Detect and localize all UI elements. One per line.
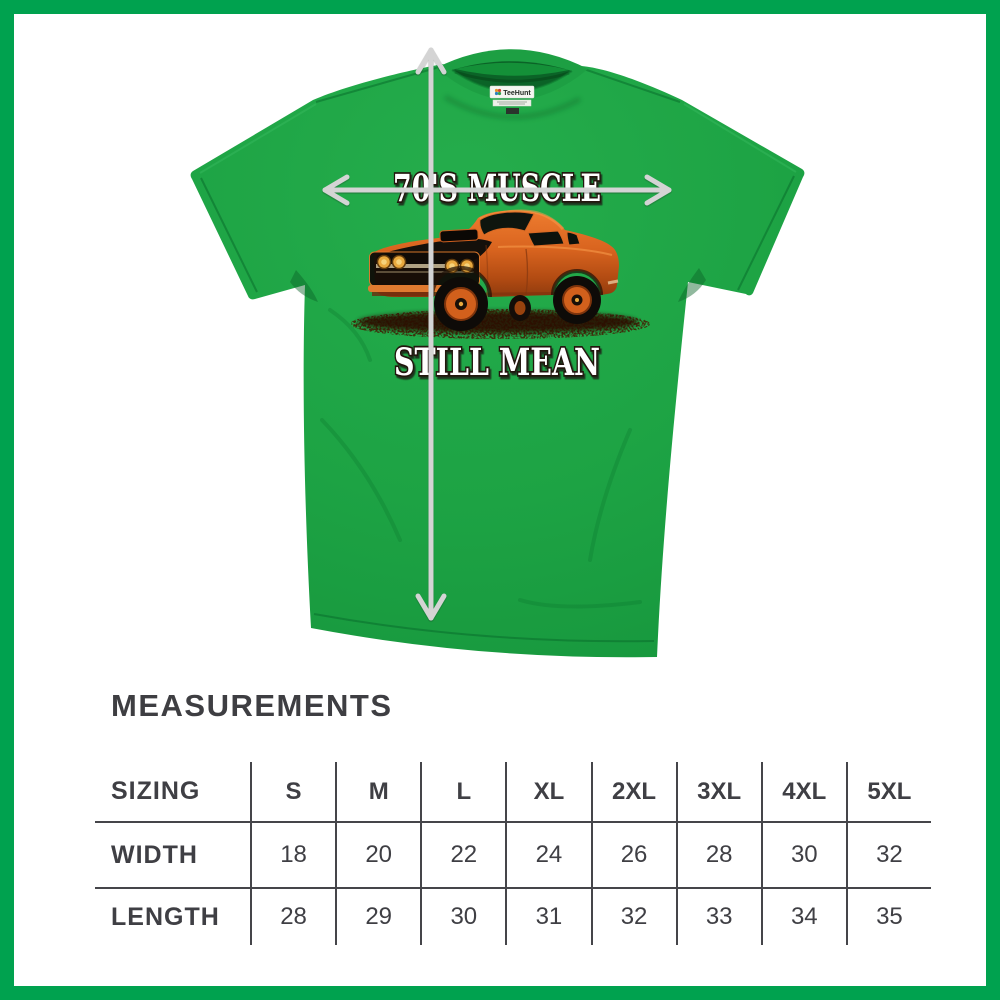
length-value-5xl: 35 bbox=[845, 887, 931, 945]
size-col-header-2xl: 2XL bbox=[590, 762, 676, 821]
side-window bbox=[527, 230, 565, 247]
width-value-3xl: 28 bbox=[675, 821, 761, 887]
length-value-xl: 31 bbox=[505, 887, 591, 945]
tshirt-body bbox=[190, 64, 805, 658]
length-row-label: LENGTH bbox=[95, 887, 250, 945]
width-arrow-icon bbox=[322, 174, 672, 206]
length-value-m: 29 bbox=[335, 887, 421, 945]
neck-tag: TeeHunt bbox=[489, 85, 535, 114]
seam-lines bbox=[200, 65, 795, 643]
width-value-s: 18 bbox=[250, 821, 336, 887]
size-col-header-s: S bbox=[250, 762, 335, 821]
collar: TeeHunt bbox=[436, 49, 588, 120]
size-col-header-3xl: 3XL bbox=[675, 762, 761, 821]
size-chart-table: SIZING S M L XL 2XL 3XL 4XL 5XL WIDTH 18… bbox=[95, 762, 931, 945]
armpit-shadows bbox=[290, 268, 706, 302]
brand-tag-label: TeeHunt bbox=[503, 90, 531, 97]
measurements-title: MEASUREMENTS bbox=[111, 688, 393, 723]
muscle-car-illustration bbox=[350, 209, 650, 339]
fabric-wrinkles bbox=[320, 308, 642, 609]
width-value-m: 20 bbox=[335, 821, 421, 887]
size-col-header-4xl: 4XL bbox=[760, 762, 846, 821]
size-col-header-m: M bbox=[335, 762, 420, 821]
size-col-header-xl: XL bbox=[505, 762, 590, 821]
width-value-4xl: 30 bbox=[760, 821, 846, 887]
length-value-l: 30 bbox=[420, 887, 506, 945]
tshirt-mockup: TeeHunt bbox=[190, 47, 805, 658]
length-value-4xl: 34 bbox=[760, 887, 846, 945]
height-arrow-icon bbox=[415, 47, 447, 621]
width-value-l: 22 bbox=[420, 821, 506, 887]
sizing-header-cell: SIZING bbox=[111, 777, 201, 805]
car-wheels bbox=[434, 276, 601, 331]
size-col-header-5xl: 5XL bbox=[845, 762, 931, 821]
length-value-2xl: 32 bbox=[590, 887, 676, 945]
brand-logo-icon bbox=[494, 88, 502, 96]
fabric-highlights bbox=[199, 103, 797, 174]
windshield bbox=[479, 211, 535, 236]
hood-scoop bbox=[439, 228, 479, 243]
print-line2: STILL MEAN bbox=[394, 340, 600, 384]
width-value-2xl: 26 bbox=[590, 821, 676, 887]
size-col-header-l: L bbox=[420, 762, 505, 821]
length-value-s: 28 bbox=[250, 887, 336, 945]
width-value-5xl: 32 bbox=[845, 821, 931, 887]
width-row-label: WIDTH bbox=[95, 821, 250, 887]
width-value-xl: 24 bbox=[505, 821, 591, 887]
length-value-3xl: 33 bbox=[675, 887, 761, 945]
